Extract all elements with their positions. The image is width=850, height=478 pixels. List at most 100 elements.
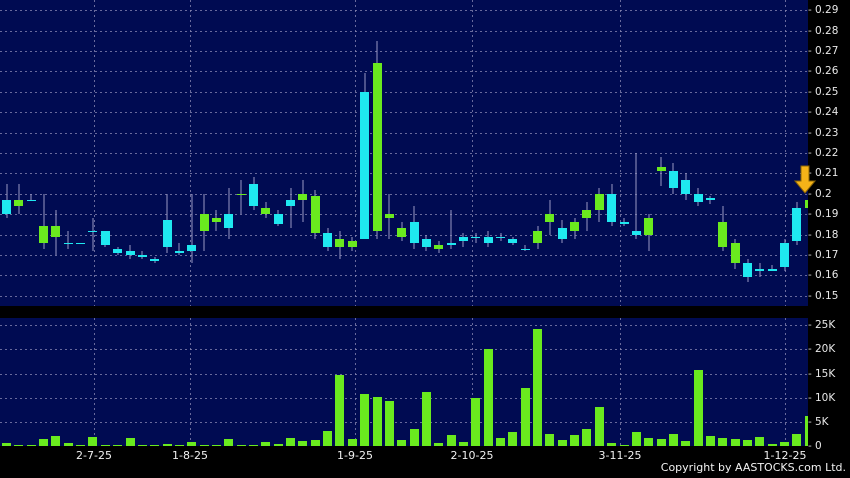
volume-bar[interactable]: [14, 444, 24, 446]
volume-bar[interactable]: [644, 438, 654, 446]
candlestick[interactable]: [323, 0, 333, 306]
candlestick[interactable]: [286, 0, 296, 306]
candlestick[interactable]: [718, 0, 728, 306]
volume-bar[interactable]: [792, 433, 802, 446]
candlestick[interactable]: [631, 0, 641, 306]
volume-bar[interactable]: [372, 397, 382, 446]
volume-bar[interactable]: [236, 444, 246, 446]
volume-bar[interactable]: [693, 370, 703, 446]
volume-bar[interactable]: [520, 387, 530, 446]
volume-bar[interactable]: [668, 434, 678, 446]
volume-bar[interactable]: [656, 439, 666, 446]
volume-bar[interactable]: [100, 445, 110, 446]
volume-bar[interactable]: [557, 440, 567, 446]
volume-bar[interactable]: [446, 434, 456, 446]
volume-bar[interactable]: [767, 443, 777, 446]
volume-bar[interactable]: [39, 438, 49, 446]
volume-bar[interactable]: [508, 432, 518, 446]
candlestick[interactable]: [261, 0, 271, 306]
volume-bar[interactable]: [496, 437, 505, 446]
volume-bar[interactable]: [594, 407, 604, 446]
volume-bar[interactable]: [63, 443, 73, 446]
candlestick[interactable]: [174, 0, 184, 306]
candlestick[interactable]: [39, 0, 49, 306]
volume-bar[interactable]: [137, 445, 147, 446]
candlestick[interactable]: [693, 0, 703, 306]
volume-bar[interactable]: [360, 393, 370, 446]
candlestick[interactable]: [113, 0, 123, 306]
volume-bar[interactable]: [619, 444, 629, 446]
volume-bar[interactable]: [743, 440, 752, 446]
candlestick[interactable]: [372, 0, 382, 306]
volume-bar[interactable]: [705, 436, 715, 446]
volume-bar[interactable]: [125, 438, 135, 446]
candlestick[interactable]: [125, 0, 135, 306]
candlestick[interactable]: [755, 0, 765, 306]
candlestick[interactable]: [347, 0, 357, 306]
candlestick[interactable]: [224, 0, 234, 306]
candlestick[interactable]: [162, 0, 172, 306]
volume-bar[interactable]: [224, 439, 234, 446]
volume-bar[interactable]: [273, 444, 283, 446]
volume-bar[interactable]: [631, 431, 641, 446]
candlestick[interactable]: [150, 0, 160, 306]
volume-bar[interactable]: [249, 445, 258, 446]
candlestick[interactable]: [14, 0, 24, 306]
candlestick[interactable]: [63, 0, 73, 306]
candlestick[interactable]: [780, 0, 790, 306]
volume-bar[interactable]: [397, 440, 407, 446]
candlestick[interactable]: [187, 0, 197, 306]
volume-bar[interactable]: [718, 438, 728, 446]
candlestick[interactable]: [730, 0, 740, 306]
volume-bar[interactable]: [162, 444, 172, 446]
candlestick[interactable]: [508, 0, 518, 306]
candlestick[interactable]: [298, 0, 308, 306]
candlestick[interactable]: [360, 0, 370, 306]
volume-bar[interactable]: [323, 430, 333, 446]
volume-bar[interactable]: [471, 398, 481, 446]
volume-bar[interactable]: [150, 445, 160, 446]
candlestick[interactable]: [582, 0, 592, 306]
candlestick[interactable]: [619, 0, 629, 306]
volume-bar[interactable]: [384, 400, 394, 446]
candlestick[interactable]: [594, 0, 604, 306]
volume-bar[interactable]: [113, 445, 123, 446]
volume-bar[interactable]: [582, 428, 592, 446]
candlestick[interactable]: [705, 0, 715, 306]
volume-bar[interactable]: [730, 438, 740, 446]
candlestick[interactable]: [446, 0, 456, 306]
volume-bar[interactable]: [26, 445, 36, 446]
volume-bar[interactable]: [755, 437, 765, 446]
candlestick[interactable]: [570, 0, 580, 306]
volume-bar[interactable]: [187, 441, 197, 446]
candlestick[interactable]: [792, 0, 802, 306]
candlestick[interactable]: [496, 0, 505, 306]
candlestick[interactable]: [483, 0, 493, 306]
volume-bar[interactable]: [174, 444, 184, 446]
volume-bar[interactable]: [347, 438, 357, 446]
candlestick[interactable]: [51, 0, 61, 306]
volume-bar[interactable]: [570, 435, 580, 446]
volume-bar[interactable]: [88, 436, 98, 446]
price-chart-panel[interactable]: [0, 0, 808, 306]
candlestick[interactable]: [76, 0, 86, 306]
volume-bar[interactable]: [261, 441, 271, 446]
volume-bar[interactable]: [434, 442, 444, 446]
candlestick[interactable]: [88, 0, 98, 306]
volume-bar[interactable]: [409, 429, 419, 446]
candlestick[interactable]: [557, 0, 567, 306]
candlestick[interactable]: [310, 0, 320, 306]
candlestick[interactable]: [421, 0, 431, 306]
candlestick[interactable]: [804, 0, 808, 306]
volume-bar[interactable]: [607, 443, 617, 446]
candlestick[interactable]: [137, 0, 147, 306]
volume-bar[interactable]: [780, 441, 790, 446]
volume-bar[interactable]: [421, 391, 431, 446]
candlestick[interactable]: [644, 0, 654, 306]
candlestick[interactable]: [384, 0, 394, 306]
candlestick[interactable]: [607, 0, 617, 306]
candlestick[interactable]: [273, 0, 283, 306]
volume-bar[interactable]: [533, 328, 543, 446]
candlestick[interactable]: [199, 0, 209, 306]
volume-chart-panel[interactable]: [0, 318, 808, 446]
